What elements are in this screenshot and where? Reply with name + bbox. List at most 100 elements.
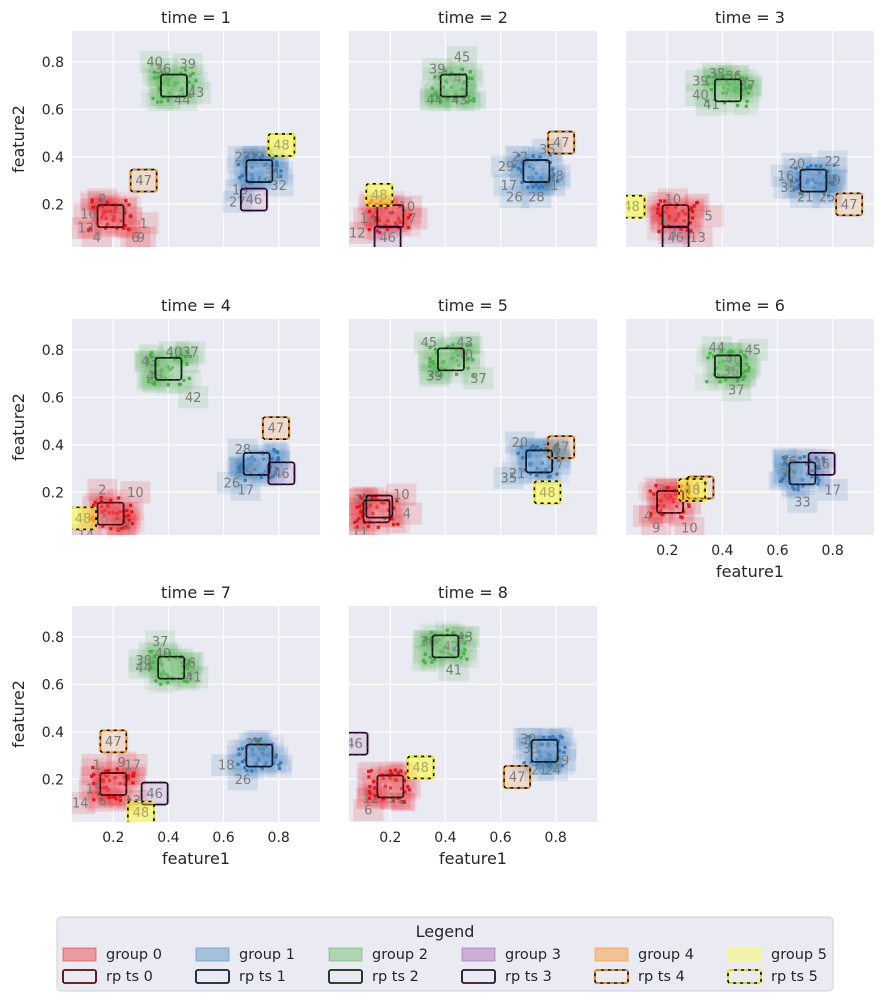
data-point <box>822 192 827 196</box>
data-point <box>430 370 435 374</box>
data-point <box>666 485 670 490</box>
data-point <box>123 509 127 513</box>
data-point <box>384 206 388 210</box>
data-point <box>111 511 115 515</box>
data-point <box>527 455 531 459</box>
x-tick-label: 0.6 <box>766 543 788 559</box>
data-point <box>388 776 392 780</box>
data-point <box>149 355 153 359</box>
data-point <box>173 81 177 85</box>
x-tick-label: 0.8 <box>268 830 290 846</box>
data-point <box>535 763 539 767</box>
legend-swatch-dash <box>195 969 230 984</box>
rp-box-dash <box>788 461 817 486</box>
data-point <box>531 167 535 171</box>
data-point <box>253 467 257 472</box>
data-point <box>554 444 558 448</box>
data-point <box>131 774 136 778</box>
point-label: 10 <box>681 521 698 536</box>
data-point <box>542 735 546 740</box>
data-point <box>681 209 685 213</box>
data-point <box>275 160 279 164</box>
data-point <box>724 80 729 84</box>
data-point <box>399 769 403 773</box>
data-point <box>154 363 158 368</box>
data-point <box>804 462 808 466</box>
rp-box-base <box>129 168 158 193</box>
data-point <box>160 82 164 86</box>
data-point <box>429 630 434 635</box>
data-point <box>244 156 248 160</box>
data-point <box>444 646 448 650</box>
data-point <box>449 654 453 659</box>
data-point <box>715 366 719 370</box>
data-point <box>736 72 740 76</box>
x-axis-label: feature1 <box>439 849 507 868</box>
label-box <box>504 431 535 454</box>
point-label: 48 <box>75 512 92 527</box>
label-box <box>413 331 444 354</box>
data-point <box>811 178 815 182</box>
label-box <box>178 386 209 409</box>
data-point <box>539 447 543 452</box>
data-point <box>176 81 180 85</box>
data-point <box>463 80 467 84</box>
rp-box-dash <box>547 435 575 459</box>
data-point <box>406 216 411 220</box>
data-point <box>455 353 460 357</box>
data-point <box>439 650 443 654</box>
data-point <box>744 355 748 360</box>
data-point <box>87 228 91 232</box>
data-point <box>731 350 735 354</box>
plot-content: 21051413283526174340374842474648 <box>72 341 297 535</box>
data-point <box>522 761 526 765</box>
data-point <box>722 101 727 105</box>
data-point <box>558 734 563 738</box>
data-point <box>779 478 784 482</box>
data-point <box>396 522 400 526</box>
data-point <box>238 176 242 180</box>
point-label: 36 <box>725 70 742 85</box>
data-point <box>656 203 661 207</box>
label-box <box>546 436 577 459</box>
data-point <box>745 99 749 104</box>
point-label: 9 <box>137 231 145 246</box>
data-point <box>182 679 186 683</box>
label-box <box>641 516 672 535</box>
rp-box-base <box>807 451 836 476</box>
rp-box-base <box>626 194 646 219</box>
data-point <box>548 758 553 762</box>
data-point <box>271 761 275 766</box>
data-point <box>449 71 453 75</box>
data-point <box>805 472 809 476</box>
data-point <box>266 753 270 757</box>
x-axis-label: feature1 <box>716 562 784 581</box>
rp-box-dash <box>262 416 290 440</box>
rp-box-dash <box>245 743 274 768</box>
data-point <box>816 476 820 480</box>
point-label: 3 <box>117 203 125 218</box>
data-point <box>393 221 397 225</box>
point-label: 46 <box>346 737 363 752</box>
data-point <box>162 79 167 84</box>
data-point <box>808 458 812 462</box>
data-point <box>671 500 675 504</box>
data-point <box>686 487 691 491</box>
data-point <box>531 175 535 179</box>
rp-box-base <box>240 187 268 212</box>
data-point <box>546 743 550 748</box>
label-box <box>72 217 101 240</box>
data-point <box>107 778 112 783</box>
data-point <box>445 80 449 85</box>
label-box <box>660 226 691 247</box>
label-box <box>72 507 99 530</box>
data-point <box>687 504 691 509</box>
data-point <box>662 214 666 218</box>
data-point <box>362 493 367 497</box>
legend-entry-label: rp ts 1 <box>239 969 286 985</box>
data-point <box>665 206 669 210</box>
data-point <box>252 458 256 462</box>
data-point <box>796 484 800 489</box>
data-point <box>152 654 157 658</box>
data-point <box>132 771 136 775</box>
